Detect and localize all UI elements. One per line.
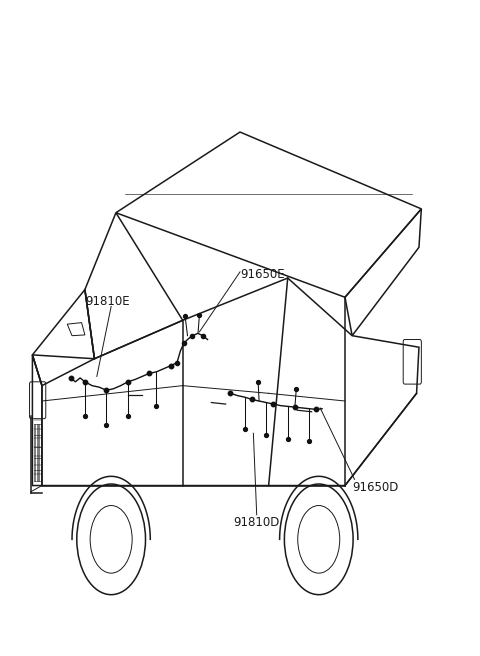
Text: 91810D: 91810D xyxy=(233,516,279,529)
Text: 91650D: 91650D xyxy=(352,481,398,493)
Text: 91650E: 91650E xyxy=(240,268,285,281)
Text: 91810E: 91810E xyxy=(85,295,130,308)
